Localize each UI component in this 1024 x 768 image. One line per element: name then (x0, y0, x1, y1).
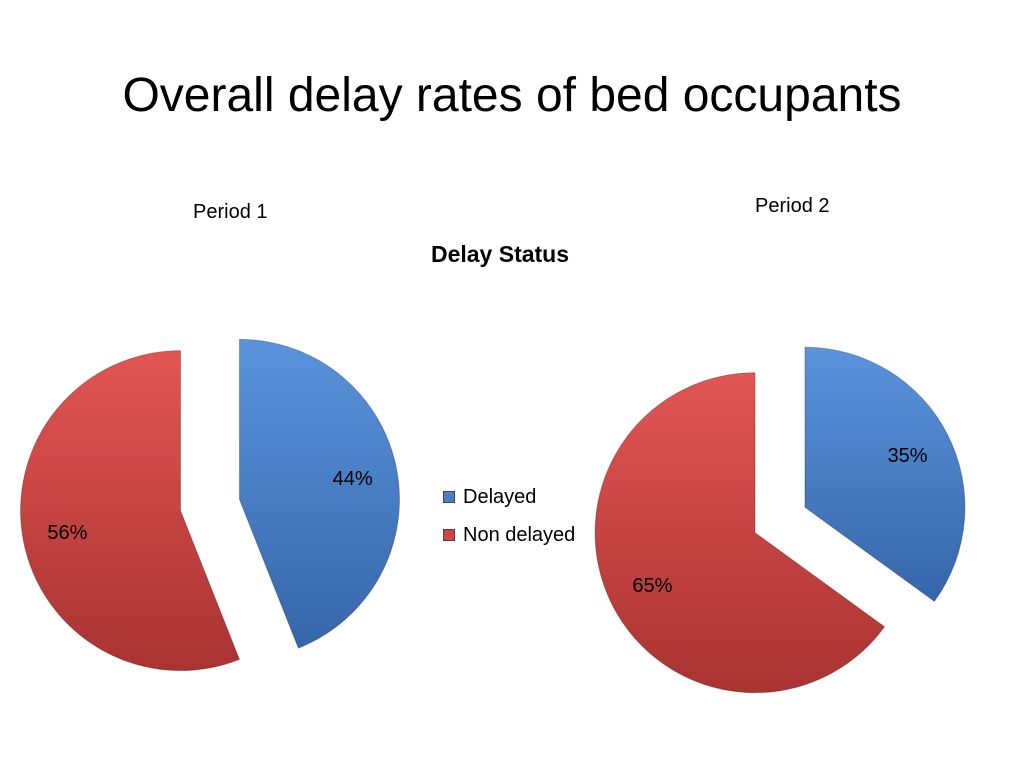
legend-label-delayed: Delayed (463, 485, 537, 508)
legend: Delayed Non delayed (443, 478, 575, 554)
pie-1-label-delayed: 44% (333, 468, 373, 490)
legend-swatch-delayed (443, 491, 455, 503)
legend-item-delayed: Delayed (443, 478, 575, 516)
pie-1-slice-non-delayed (20, 350, 241, 672)
period-2-label: Period 2 (755, 195, 830, 217)
pie-1-label-non-delayed: 56% (47, 522, 87, 544)
pie-2-label-delayed: 35% (888, 445, 928, 467)
pie-2-slice-non-delayed (594, 372, 886, 694)
slide-title: Overall delay rates of bed occupants (122, 69, 902, 122)
chart-title: Delay Status (430, 241, 570, 267)
legend-label-non-delayed: Non delayed (463, 523, 576, 546)
period-1-label: Period 1 (193, 201, 268, 223)
pie-1-slice-delayed (238, 338, 400, 649)
legend-item-non-delayed: Non delayed (443, 516, 575, 554)
legend-swatch-non-delayed (443, 529, 455, 541)
pie-2-slice-delayed (804, 346, 966, 603)
pie-2-label-non-delayed: 65% (632, 575, 672, 597)
